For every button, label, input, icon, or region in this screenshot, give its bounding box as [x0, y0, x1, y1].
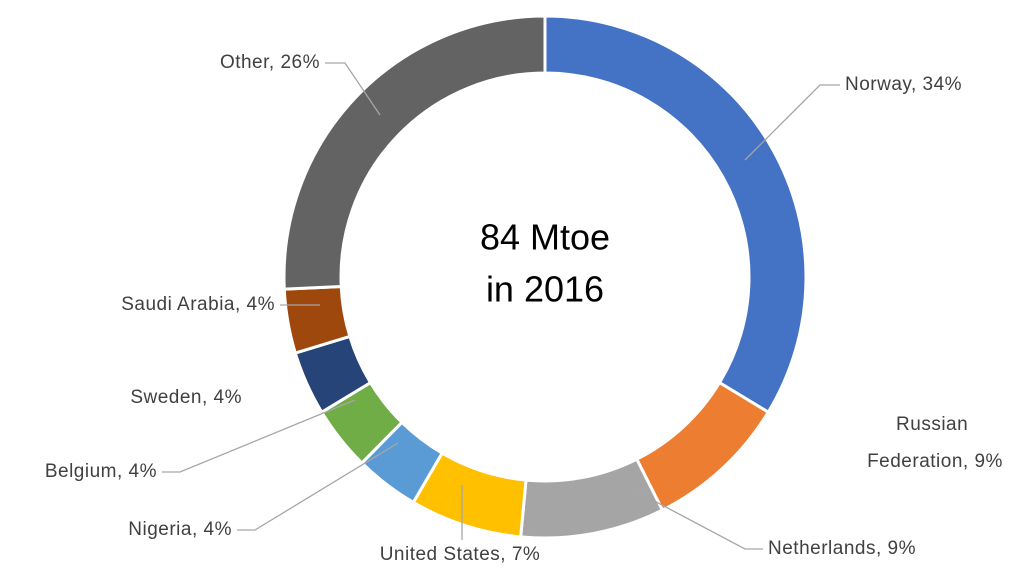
donut-slice: [634, 380, 771, 513]
data-label: Other, 26%: [220, 52, 320, 73]
donut-slice: [282, 14, 547, 291]
data-label: Sweden, 4%: [130, 387, 242, 408]
data-label: Russian Federation, 9%: [867, 414, 1003, 472]
data-label: Saudi Arabia, 4%: [121, 294, 275, 315]
donut-slice: [543, 14, 808, 415]
data-label: United States, 7%: [380, 544, 541, 565]
center-text: 84 Mtoe: [480, 217, 610, 258]
data-label: Netherlands, 9%: [768, 538, 916, 559]
leader-line: [162, 399, 356, 473]
donut-slice: [519, 457, 665, 540]
leader-line: [237, 442, 399, 531]
data-label: Nigeria, 4%: [128, 519, 232, 540]
center-text: in 2016: [486, 269, 604, 310]
leader-line: [744, 84, 840, 161]
leader-line: [627, 486, 763, 550]
data-label: Belgium, 4%: [45, 461, 157, 482]
data-label: Norway, 34%: [845, 74, 962, 95]
leader-line: [325, 62, 381, 116]
